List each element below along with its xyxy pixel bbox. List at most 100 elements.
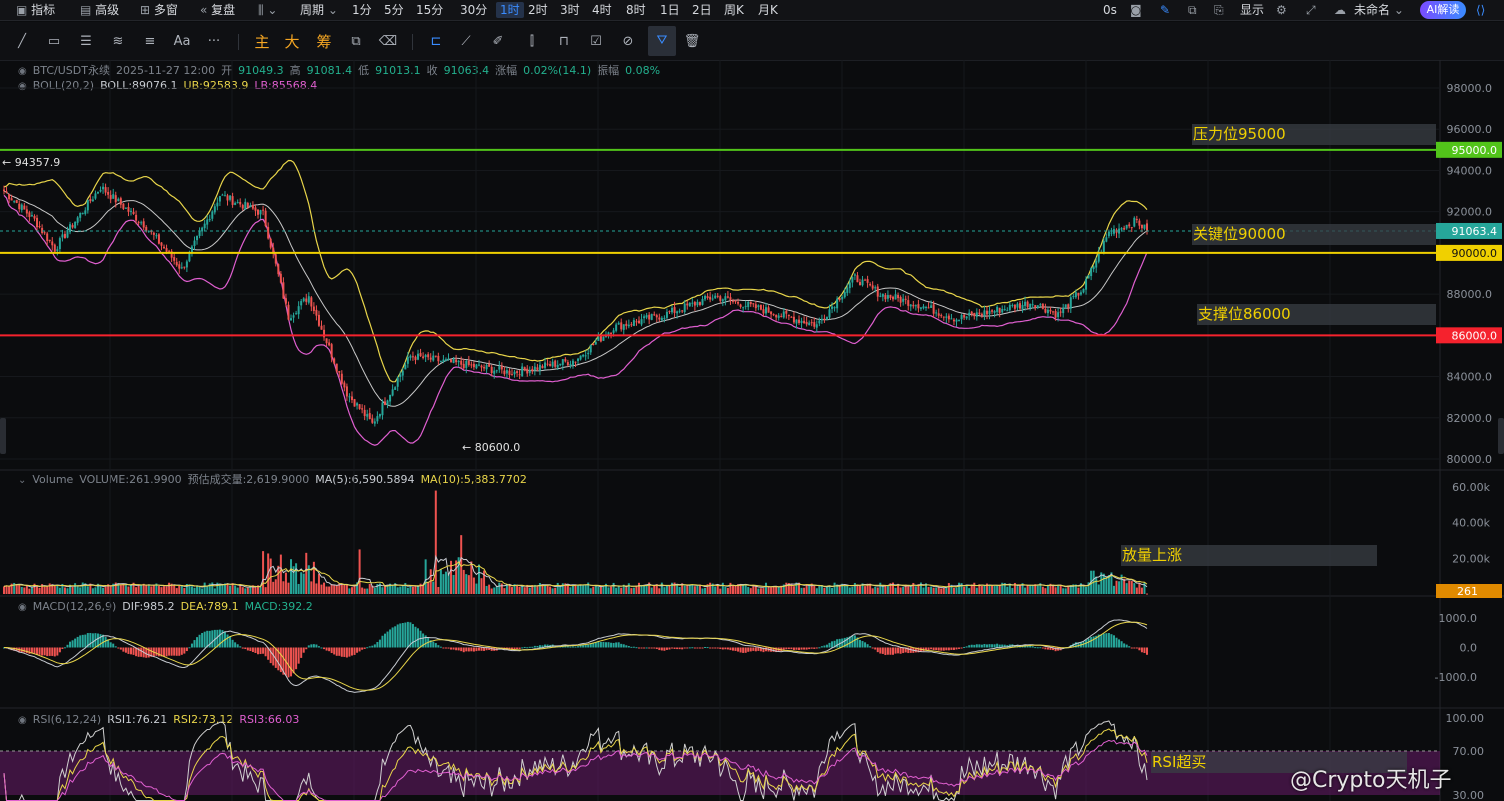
parallel-lines-icon[interactable]: ☰ [80,34,92,49]
macd-bar [226,634,229,648]
volume-bar [71,586,74,594]
gear-icon[interactable]: ⚙ [1276,3,1287,17]
export-icon[interactable]: ⎘ [1214,3,1224,17]
rectangle-icon[interactable]: ▭ [47,34,61,49]
volume-bar [960,583,963,594]
text-icon[interactable]: Aa [173,34,191,49]
multi-window-button[interactable]: ⊞ 多窗 [140,2,178,18]
candle-body [914,305,917,307]
candle-type-button[interactable]: ⫼ ⌄ [258,2,277,18]
volume-bar [335,585,338,594]
cloud-icon[interactable]: ☁ [1334,3,1346,17]
macd-bar [419,630,422,648]
magic-icon[interactable]: ⊘ [622,34,634,49]
candle-body [467,360,470,365]
macd-bar [917,647,920,653]
macd-bar [381,635,384,648]
eraser-icon[interactable]: ⌫ [378,34,398,49]
eye-icon[interactable]: ◉ [18,715,27,726]
level-tag-bg [1436,327,1502,344]
volume-bar [869,583,872,594]
chart-area[interactable]: 98000.0 96000.0 94000.0 92000.0 90000.0 88000… [0,60,1504,801]
volume-bar [1100,572,1103,594]
magnet-icon[interactable]: ⊏ [430,34,442,49]
macd-bar [1006,645,1009,648]
rsi-label: RSI(6,12,24) [32,713,102,726]
tab-timeframe-9[interactable]: 1日 [660,3,680,17]
display-button[interactable]: 显示 [1240,3,1265,17]
boll-label: BOLL(20,2) [32,79,95,92]
filter-icon[interactable]: ⛛ [648,26,676,56]
big-order-icon[interactable]: 大 [284,33,300,51]
tab-timeframe-11[interactable]: 周K [724,3,744,17]
tab-timeframe-4[interactable]: 1时 [496,2,524,18]
lock-icon[interactable]: ⊓ [558,34,570,49]
candle-body [795,319,798,324]
tab-timeframe-2[interactable]: 15分 [416,3,444,17]
volume-bar [571,585,574,594]
volume-bar [825,586,828,594]
macd-bar [914,647,917,653]
volume-bar [107,584,110,594]
pen-icon[interactable]: ✎ [1160,3,1171,17]
main-force-icon[interactable]: 主 [254,33,270,51]
share-window-icon[interactable]: ⧉ [1188,3,1197,17]
copy-drawing-icon[interactable]: ⧉ [351,34,361,49]
macd-bar [460,647,463,652]
fib-icon[interactable]: ≡ [144,34,156,49]
tab-timeframe-10[interactable]: 2日 [692,3,712,17]
pattern-icon[interactable]: ≋ [112,34,124,49]
eye-icon[interactable]: ◉ [18,602,27,613]
tab-timeframe-7[interactable]: 4时 [592,3,612,17]
edit-icon[interactable]: ☑ [590,34,602,49]
macd-bar [447,647,450,649]
brush-icon[interactable]: ✐ [492,34,504,49]
candle-body [470,364,473,366]
right-collapse-handle[interactable] [1498,418,1504,454]
advanced-button[interactable]: ▤ 高级 [80,2,119,18]
ruler-icon[interactable]: ⟋ [461,34,471,49]
drawing-toolbar: ╱ ▭ ☰ ≋ ≡ Aa ··· 主 大 筹 ⧉ ⌫ ⊏ ⟋ ✐ ⫿ ⊓ ☑ ⊘… [0,22,1504,61]
candle-body [604,336,607,338]
candles-icon[interactable]: ⫿ [529,34,535,49]
tab-timeframe-0[interactable]: 1分 [352,3,372,17]
layout-name-dropdown[interactable]: 未命名 ⌄ [1354,2,1404,18]
ai-interpret-button[interactable]: AI解读 [1420,1,1466,19]
left-collapse-handle[interactable] [0,418,6,454]
fullscreen-icon[interactable]: ⤢ [1306,3,1316,17]
level-tag-bg [1436,141,1502,158]
replay-button[interactable]: « 复盘 [200,2,235,18]
volume-bar [432,581,435,594]
rsi-tick-label: 30.00 [1453,789,1485,801]
volume-bar [589,588,592,594]
macd-bar [450,647,453,650]
camera-icon[interactable]: ◙ [1130,3,1142,17]
tab-timeframe-5[interactable]: 2时 [528,3,548,17]
volume-bar [551,588,554,594]
more-icon[interactable]: ··· [207,34,221,49]
chip-icon[interactable]: 筹 [316,33,332,51]
candle-body [546,363,549,365]
eye-icon[interactable]: ◉ [18,81,27,92]
candle-body [66,232,69,238]
share-icon[interactable]: ⟨⟩ [1476,3,1486,17]
eye-icon[interactable]: ◉ [18,66,27,77]
tab-timeframe-3[interactable]: 30分 [460,3,488,17]
tab-timeframe-6[interactable]: 3时 [560,3,580,17]
tab-timeframe-8[interactable]: 8时 [626,3,646,17]
chevron-down-icon[interactable]: ⌄ [18,475,27,486]
period-dropdown[interactable]: 周期 ⌄ [300,2,338,18]
macd-bar [701,647,704,649]
tab-timeframe-12[interactable]: 月K [758,3,778,17]
tab-timeframe-1[interactable]: 5分 [384,3,404,17]
volume-bar [457,557,460,594]
candle-body [277,264,280,275]
trash-icon[interactable]: 🗑 [683,34,701,49]
macd-bar [653,647,656,649]
volume-ma5: MA(5):6,590.5894 [315,473,415,486]
trend-line-icon[interactable]: ╱ [18,34,26,49]
indicator-button[interactable]: ▣ 指标 [16,2,55,18]
volume-bar [130,585,132,594]
volume-bar [973,582,976,594]
volume-bar [330,584,333,594]
